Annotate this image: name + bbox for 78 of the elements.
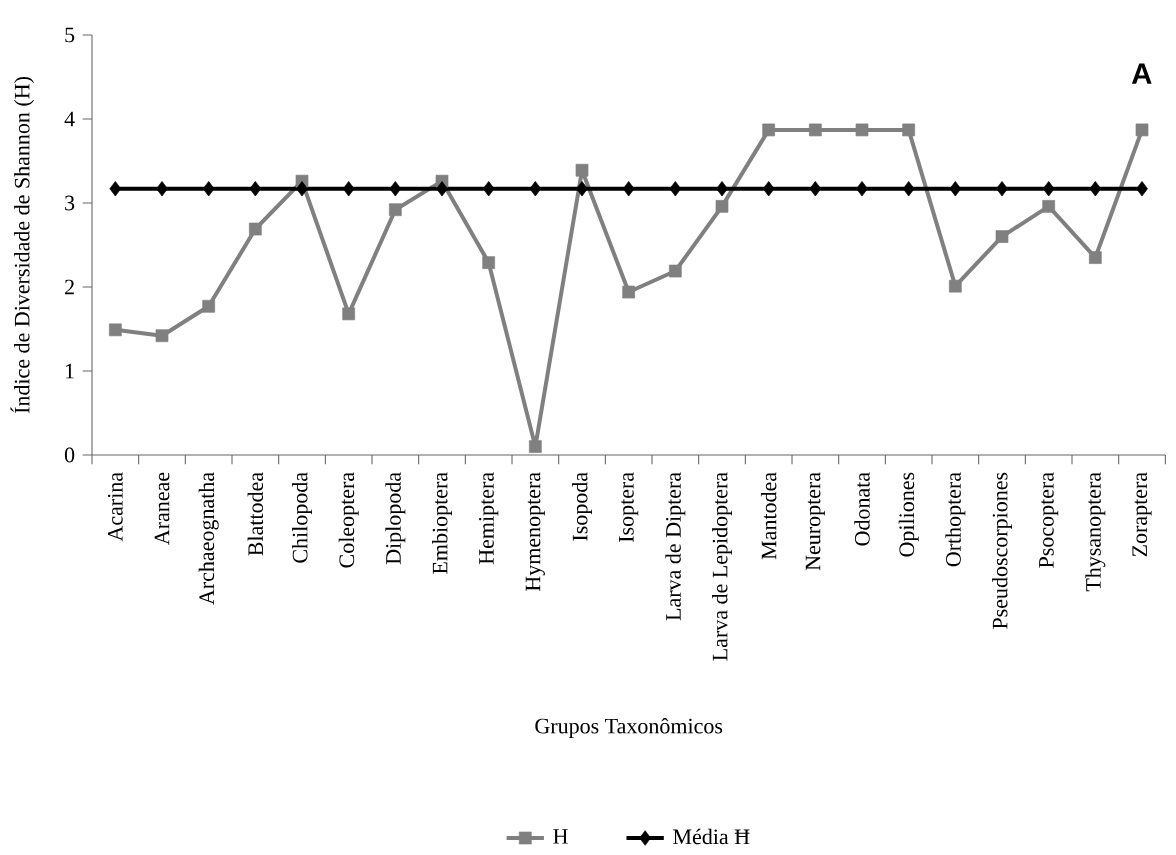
point	[575, 163, 589, 177]
y-tick-label: 4	[64, 111, 75, 127]
point	[1042, 200, 1056, 213]
point	[809, 123, 822, 137]
x-tick-label: Isopoda	[572, 472, 592, 541]
point	[296, 181, 308, 197]
point	[482, 181, 495, 197]
point	[389, 203, 402, 217]
x-tick-label: Archaeognatha	[198, 472, 219, 605]
point	[902, 123, 916, 137]
point	[1042, 181, 1055, 197]
x-tick-label: Zoraptera	[1132, 472, 1152, 557]
x-tick-label: Isoptera	[619, 472, 639, 542]
point	[716, 181, 728, 197]
x-tick-label: Mantodea	[760, 472, 777, 560]
point	[622, 285, 636, 299]
annotation: A	[1131, 63, 1152, 84]
x-tick-label: Odonata	[854, 472, 870, 546]
point	[342, 181, 355, 197]
point	[995, 230, 1009, 243]
point	[855, 123, 869, 137]
y-tick-label: 1	[66, 363, 74, 379]
point	[529, 181, 542, 197]
point	[1136, 181, 1148, 197]
point	[856, 181, 868, 197]
point	[1089, 251, 1102, 264]
x-tick-label: Blattodea	[247, 472, 264, 556]
y-axis-title: Índice de Diversidade de Shannon (H)	[10, 77, 35, 414]
x-tick-label: Psocoptera	[1039, 472, 1059, 568]
y-tick-label: 0	[64, 447, 75, 463]
point	[622, 181, 635, 197]
x-tick-label: Chilopoda	[292, 472, 312, 563]
point	[249, 181, 262, 197]
x-tick-label: Neuroptera	[805, 472, 825, 571]
point	[389, 181, 402, 197]
x-tick-label: Araneae	[154, 472, 170, 545]
x-tick-label: Coleoptera	[338, 472, 359, 568]
point	[669, 181, 682, 197]
point	[156, 181, 168, 197]
y-tick-label: 3	[65, 195, 75, 211]
x-tick-label: Hymenoptera	[525, 472, 545, 592]
x-tick-label: Larva de Diptera	[665, 472, 686, 621]
point	[762, 123, 776, 137]
point	[482, 256, 496, 269]
x-tick-label: Hemiptera	[479, 472, 499, 565]
point	[249, 222, 262, 236]
point	[202, 181, 215, 197]
point	[996, 181, 1008, 197]
legend-label: Média Ħ	[673, 828, 750, 845]
point	[342, 307, 356, 321]
point	[1089, 181, 1102, 197]
x-tick-label: Orthoptera	[945, 472, 966, 567]
point	[809, 181, 822, 197]
x-tick-label: Pseudoscorpiones	[992, 472, 1012, 629]
point	[529, 440, 542, 453]
x-tick-label: Opiliones	[898, 472, 919, 557]
point	[669, 264, 682, 278]
x-axis-title: Grupos Taxonômicos	[535, 717, 723, 738]
point	[715, 200, 729, 213]
x-tick-label: Embioptera	[432, 472, 452, 574]
y-tick-label: 5	[65, 27, 75, 43]
point	[109, 181, 122, 197]
point	[902, 181, 915, 197]
point	[949, 181, 962, 197]
point	[949, 279, 962, 293]
point	[202, 299, 216, 313]
legend-label: H	[553, 829, 568, 844]
point	[762, 181, 775, 197]
x-tick-label: Larva de Lepidoptera	[712, 472, 732, 661]
y-tick-label: 2	[65, 279, 74, 295]
x-tick-label: Thysanoptera	[1085, 472, 1106, 592]
point	[155, 329, 169, 343]
point	[1135, 123, 1149, 137]
point	[109, 323, 122, 337]
point	[436, 181, 448, 197]
x-tick-label: Acarina	[107, 472, 123, 542]
point	[576, 181, 588, 197]
x-tick-label: Diplopoda	[385, 472, 406, 565]
